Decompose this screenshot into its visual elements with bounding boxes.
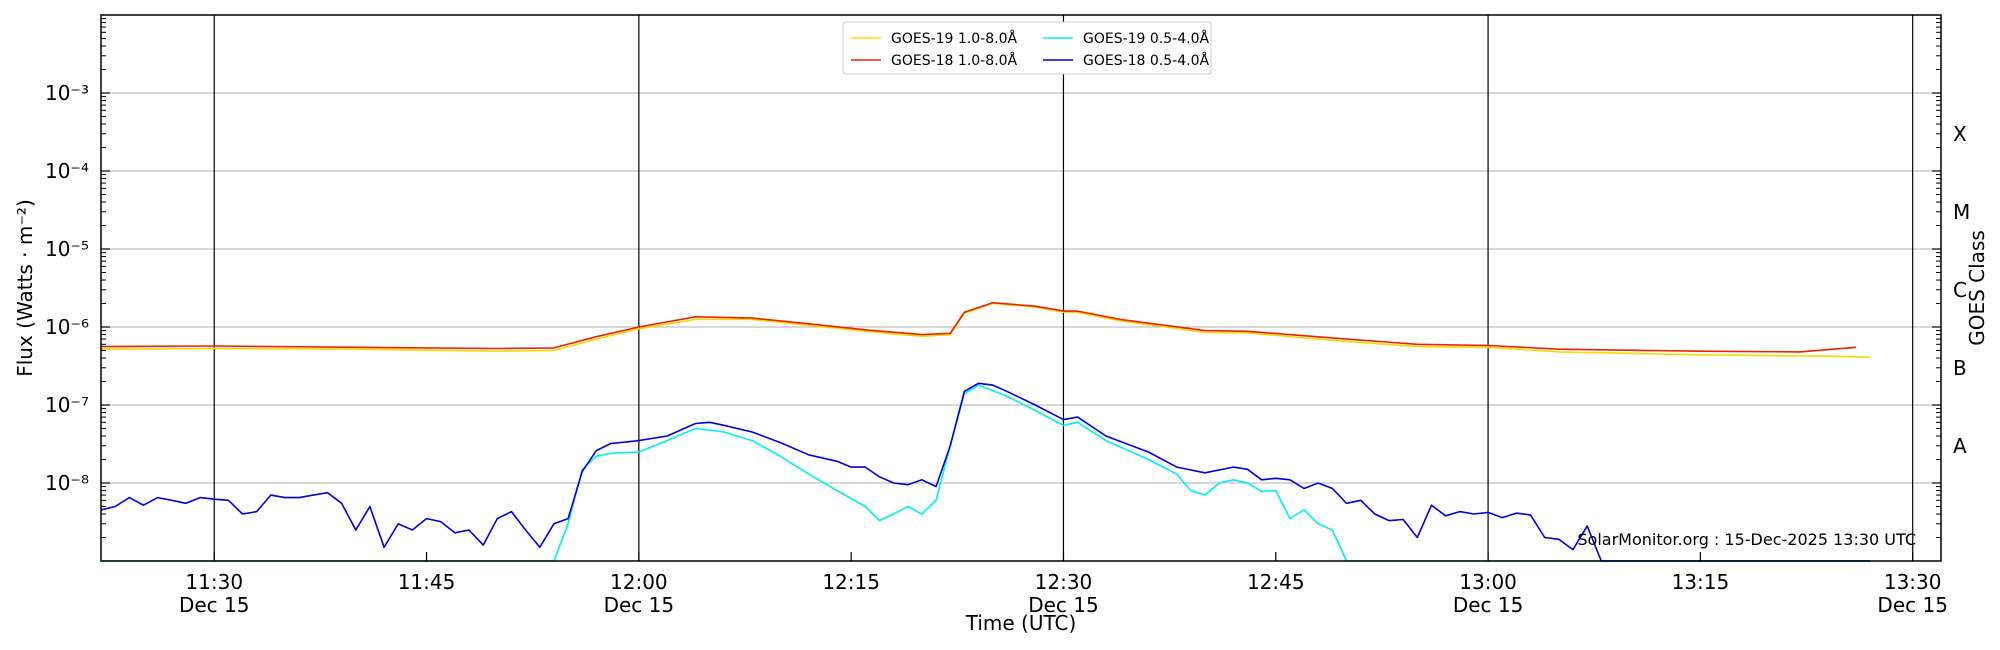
goes-class-label-a: A bbox=[1953, 434, 1967, 458]
goes-class-label-b: B bbox=[1953, 356, 1967, 380]
legend-items: GOES-19 1.0-8.0Å GOES-18 1.0-8.0Å GOES-19 … bbox=[851, 30, 1209, 69]
x-tick-date-label: Dec 15 bbox=[604, 593, 675, 617]
plot-frame bbox=[100, 14, 1942, 562]
x-tick-date-label: Dec 15 bbox=[1877, 593, 1948, 617]
credit-annotation: SolarMonitor.org : 15-Dec-2025 13:30 UTC bbox=[1577, 530, 1916, 549]
x-tick-date-label: Dec 15 bbox=[179, 593, 250, 617]
legend-label-goes-19-1-0-8-0: GOES-19 1.0-8.0Å bbox=[891, 30, 1017, 47]
series-line-goes-18-0-5-4-0 bbox=[100, 382, 1871, 562]
x-tick-date-label: Dec 15 bbox=[1453, 593, 1524, 617]
x-tick-time-label: 11:45 bbox=[398, 570, 456, 594]
y-tick-label: 10⁻⁶ bbox=[45, 315, 89, 339]
y-axis-title: Flux (Watts · m⁻²) bbox=[13, 199, 37, 377]
legend-label-goes-18-0-5-4-0: GOES-18 0.5-4.0Å bbox=[1083, 52, 1209, 69]
x-tick-time-label: 12:45 bbox=[1247, 570, 1305, 594]
x-tick-date-label: Dec 15 bbox=[1028, 593, 1099, 617]
grid-layer bbox=[101, 15, 1941, 561]
legend-label-goes-18-1-0-8-0: GOES-18 1.0-8.0Å bbox=[891, 52, 1017, 69]
legend: GOES-19 1.0-8.0Å GOES-18 1.0-8.0Å GOES-19 … bbox=[842, 21, 1212, 75]
x-tick-time-label: 13:30 bbox=[1884, 570, 1942, 594]
goes-class-label-m: M bbox=[1953, 200, 1970, 224]
tick-layer bbox=[101, 18, 1941, 561]
x-tick-time-label: 13:15 bbox=[1672, 570, 1730, 594]
series-line-goes-18-1-0-8-0 bbox=[100, 301, 1857, 353]
x-tick-time-label: 12:00 bbox=[610, 570, 668, 594]
legend-label-goes-19-0-5-4-0: GOES-19 0.5-4.0Å bbox=[1083, 30, 1209, 47]
x-axis-title: Time (UTC) bbox=[965, 611, 1077, 635]
x-tick-time-label: 11:30 bbox=[185, 570, 243, 594]
y-tick-label: 10⁻⁵ bbox=[45, 237, 89, 261]
legend-box bbox=[842, 21, 1212, 75]
x-tick-time-label: 12:30 bbox=[1035, 570, 1093, 594]
y-tick-label: 10⁻⁷ bbox=[45, 393, 89, 417]
y-tick-label: 10⁻³ bbox=[45, 81, 89, 105]
x-tick-time-label: 13:00 bbox=[1459, 570, 1517, 594]
y-tick-label: 10⁻⁴ bbox=[45, 159, 89, 183]
x-tick-time-label: 12:15 bbox=[822, 570, 880, 594]
y-tick-label: 10⁻⁸ bbox=[45, 471, 89, 495]
goes-class-label-x: X bbox=[1953, 122, 1967, 146]
goes-class-label-c: C bbox=[1953, 278, 1967, 302]
goes-class-axis-title: GOES Class bbox=[1965, 230, 1989, 346]
series-layer bbox=[100, 301, 1871, 562]
series-line-goes-19-1-0-8-0 bbox=[100, 302, 1871, 358]
